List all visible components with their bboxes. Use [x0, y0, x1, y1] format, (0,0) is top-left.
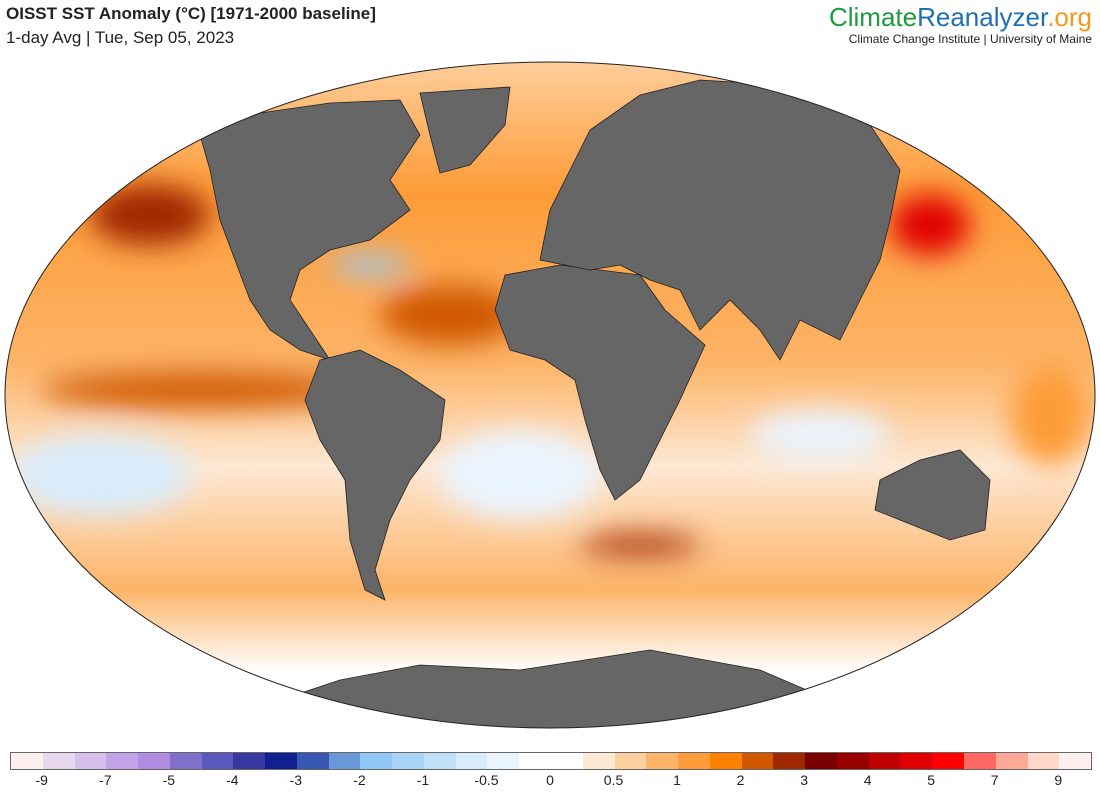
colorbar-cell — [42, 753, 75, 769]
colorbar-cell — [741, 753, 774, 769]
colorbar-cell — [1059, 753, 1092, 769]
colorbar-label: 2 — [736, 772, 745, 788]
colorbar-label: 5 — [927, 772, 936, 788]
south-america — [304, 349, 446, 601]
colorbar-cell — [868, 753, 901, 769]
brand-part: .org — [1047, 2, 1092, 32]
map-title: OISST SST Anomaly (°C) [1971-2000 baseli… — [6, 4, 376, 23]
colorbar-label: 3 — [800, 772, 809, 788]
colorbar-cell — [328, 753, 361, 769]
colorbar-cell — [138, 753, 170, 769]
colorbar-cell — [455, 753, 488, 769]
colorbar-cell — [519, 753, 552, 769]
colorbar-label: -0.5 — [474, 772, 499, 788]
anomaly-patches — [10, 185, 1090, 555]
colorbar-cell — [963, 753, 996, 769]
colorbar-cell — [551, 753, 583, 769]
colorbar-label: -5 — [162, 772, 176, 788]
north-america — [199, 99, 421, 361]
colorbar-label: -7 — [99, 772, 112, 788]
australia — [874, 449, 991, 541]
eurasia — [539, 79, 901, 361]
colorbar-label: 0 — [546, 772, 554, 788]
colorbar-cell — [709, 753, 742, 769]
colorbar-label: 4 — [863, 772, 872, 788]
brand-part: Reanalyzer — [917, 2, 1048, 32]
colorbar-cell — [805, 753, 837, 769]
institution-label: Climate Change Institute | University of… — [848, 32, 1092, 46]
colorbar — [10, 752, 1092, 770]
colorbar-cell — [296, 753, 329, 769]
colorbar-cell — [836, 753, 869, 769]
sst-anomaly-map — [4, 61, 1096, 729]
colorbar-label: -1 — [416, 772, 430, 788]
brand-part: Climate — [828, 2, 918, 32]
brand-logo[interactable]: ClimateReanalyzer.org — [829, 2, 1092, 33]
colorbar-cell — [1027, 753, 1060, 769]
colorbar-cell — [614, 753, 647, 769]
colorbar-cell — [360, 753, 393, 769]
colorbar-cell — [201, 753, 234, 769]
colorbar-label: -2 — [353, 772, 366, 788]
colorbar-cell — [995, 753, 1028, 769]
colorbar-label: -4 — [226, 772, 239, 788]
colorbar-cell — [11, 753, 43, 769]
greenland — [419, 86, 511, 174]
colorbar-cell — [678, 753, 710, 769]
colorbar-cell — [423, 753, 456, 769]
map-subtitle: 1-day Avg | Tue, Sep 05, 2023 — [6, 28, 235, 47]
colorbar-cell — [773, 753, 806, 769]
map-border — [4, 61, 1096, 729]
colorbar-cell — [646, 753, 679, 769]
colorbar-cell — [932, 753, 964, 769]
colorbar-label: 0.5 — [603, 772, 624, 788]
colorbar-label: 7 — [990, 772, 999, 788]
colorbar-label: 1 — [673, 772, 681, 788]
colorbar-label: -3 — [289, 772, 303, 788]
colorbar-labels: -9 -7 -5 -4 -3 -2 -1 -0.5 0 0.5 1 2 3 4 5 7 9 — [10, 772, 1090, 792]
colorbar-cell — [169, 753, 202, 769]
colorbar-label: -9 — [35, 772, 48, 788]
colorbar-cell — [106, 753, 139, 769]
colorbar-cell — [582, 753, 615, 769]
colorbar-cell — [265, 753, 297, 769]
colorbar-cell — [233, 753, 266, 769]
africa — [494, 264, 706, 501]
colorbar-label: 9 — [1054, 772, 1063, 788]
colorbar-cell — [74, 753, 107, 769]
colorbar-cell — [487, 753, 520, 769]
colorbar-cell — [900, 753, 933, 769]
colorbar-cell — [392, 753, 424, 769]
